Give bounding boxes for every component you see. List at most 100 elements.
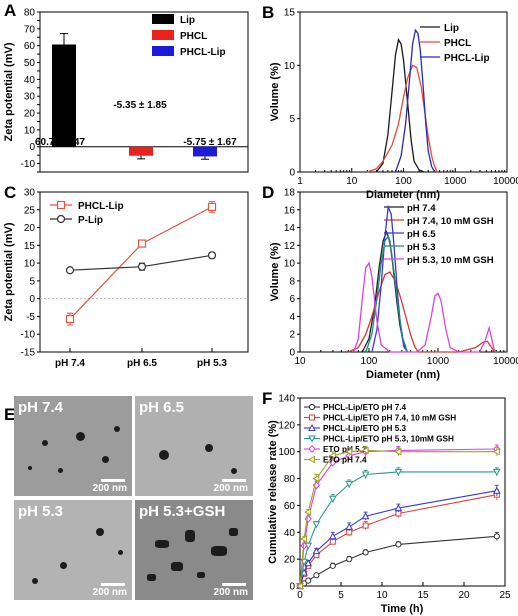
y-tick-label: 4 xyxy=(289,312,295,323)
data-point xyxy=(295,582,303,590)
data-point xyxy=(492,447,500,456)
y-tick-label: 120 xyxy=(278,420,295,431)
x-tick-label: 5 xyxy=(338,590,344,601)
y-axis-label: Volume (%) xyxy=(269,242,281,301)
legend-label: pH 5.3 xyxy=(407,242,436,253)
y-tick-label: 10 xyxy=(24,259,36,270)
x-tick-label: 100 xyxy=(361,356,378,367)
panel-label-d: D xyxy=(262,183,274,202)
x-tick-label: 10 xyxy=(346,176,358,187)
legend-marker xyxy=(308,403,316,411)
legend-label: PHCL-Lip/ETO pH 7.4, 10 mM GSH xyxy=(323,414,456,423)
x-tick-label: 10 xyxy=(376,590,388,601)
x-axis-label: Diameter (nm) xyxy=(366,369,440,381)
y-tick-label: 80 xyxy=(24,8,36,19)
y-tick-label: -5 xyxy=(26,312,35,323)
x-tick-label: 15 xyxy=(417,590,429,601)
legend-marker xyxy=(308,435,316,443)
y-tick-label: 60 xyxy=(284,501,296,512)
scale-bar xyxy=(222,479,246,482)
y-tick-label: 30 xyxy=(24,188,36,199)
series-line xyxy=(361,230,408,353)
data-point xyxy=(493,533,500,540)
bar-lip xyxy=(52,44,76,147)
x-tick-label: pH 5.3 xyxy=(197,358,227,369)
y-tick-label: 10 xyxy=(284,259,296,270)
legend-label: PHCL-Lip xyxy=(180,47,226,58)
scale-bar xyxy=(101,583,125,586)
legend-marker xyxy=(56,214,66,224)
series-line xyxy=(347,271,496,353)
legend-swatch xyxy=(152,46,174,56)
data-point xyxy=(492,468,501,476)
legend-marker xyxy=(56,200,66,210)
legend-marker xyxy=(307,455,315,464)
scale-label: 200 nm xyxy=(92,587,127,598)
panel-label-a: A xyxy=(4,1,16,20)
panel-label-f: F xyxy=(262,389,272,408)
y-tick-label: 60 xyxy=(24,41,36,52)
scale-label: 200 nm xyxy=(213,587,248,598)
data-point xyxy=(312,547,321,555)
y-axis-label: Zeta potential (mV) xyxy=(3,42,15,141)
y-tick-label: 0 xyxy=(29,142,35,153)
data-point xyxy=(361,512,370,520)
legend-label: pH 7.4 xyxy=(407,203,436,214)
y-tick-label: 0 xyxy=(289,168,295,179)
data-point xyxy=(312,521,321,529)
tem-image-ph53: pH 5.3 200 nm xyxy=(14,500,132,600)
series-line-phcl-lip xyxy=(394,28,436,173)
legend-label: PHCL-Lip/ETO pH 7.4 xyxy=(323,403,407,412)
y-tick-label: 12 xyxy=(284,241,296,252)
legend-swatch xyxy=(152,30,174,40)
data-point xyxy=(328,532,337,540)
data-point xyxy=(137,239,147,248)
tem-image-ph74: pH 7.4 200 nm xyxy=(14,396,132,496)
data-point xyxy=(328,495,337,503)
x-tick-label: pH 7.4 xyxy=(55,358,85,369)
y-axis-label: Zeta potential (mV) xyxy=(3,222,15,321)
data-point xyxy=(394,468,403,476)
data-point xyxy=(346,556,353,563)
y-tick-label: 100 xyxy=(278,447,295,458)
y-tick-label: -15 xyxy=(21,348,36,359)
legend-marker xyxy=(309,414,315,421)
data-point xyxy=(312,474,320,483)
x-axis-label: Time (h) xyxy=(381,603,424,615)
y-tick-label: 0 xyxy=(289,582,295,593)
scale-bar xyxy=(101,479,125,482)
series-line xyxy=(299,471,497,587)
y-tick-label: 10 xyxy=(24,125,36,136)
legend-label: PHCL-Lip/ETO pH 5.3, 10mM GSH xyxy=(323,435,454,444)
annotation: 60.7 ± 6.47 xyxy=(35,137,85,148)
plot-frame xyxy=(299,11,508,173)
panel-label-c: C xyxy=(4,183,16,202)
legend-marker xyxy=(308,423,316,431)
data-point xyxy=(300,535,308,543)
y-tick-label: 5 xyxy=(289,114,295,125)
plot-frame xyxy=(39,11,249,173)
legend-swatch xyxy=(152,14,174,24)
x-tick-label: 10 xyxy=(294,356,306,367)
data-point xyxy=(300,541,308,550)
legend-label: P-Lip xyxy=(78,215,103,226)
series-line xyxy=(353,261,497,353)
data-point xyxy=(207,251,217,260)
legend-label: pH 6.5 xyxy=(407,229,436,240)
data-point xyxy=(313,572,320,579)
legend-label: PHCL-Lip xyxy=(444,53,490,64)
plot-frame xyxy=(299,397,506,587)
data-point xyxy=(345,480,354,488)
y-tick-label: 18 xyxy=(284,188,296,199)
y-tick-label: 50 xyxy=(24,58,36,69)
data-point xyxy=(304,559,313,567)
y-tick-label: 15 xyxy=(24,241,36,252)
y-tick-label: 14 xyxy=(284,223,296,234)
y-tick-label: 140 xyxy=(278,394,295,405)
x-tick-label: 0 xyxy=(297,590,303,601)
tem-label: pH 6.5 xyxy=(139,399,185,416)
y-tick-label: 0 xyxy=(289,348,295,359)
tem-label: pH 5.3 xyxy=(18,503,64,520)
legend-label: PHCL xyxy=(444,38,471,49)
